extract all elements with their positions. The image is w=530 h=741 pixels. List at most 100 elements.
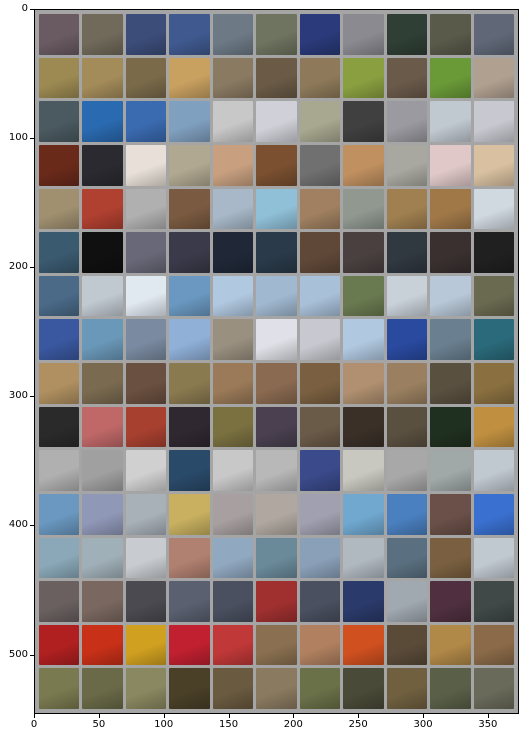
- image-tile-plane: [82, 101, 123, 142]
- image-tile-deer: [473, 275, 514, 317]
- image-tile-frog: [430, 363, 471, 404]
- image-tile-frog: [386, 406, 428, 448]
- image-tile-plane: [125, 232, 167, 273]
- image-tile-deer: [125, 450, 167, 491]
- image-tile-bird: [473, 493, 514, 535]
- image-tile-deer: [386, 363, 428, 404]
- image-tile-plane: [473, 450, 514, 491]
- y-tick-mark: [30, 525, 34, 527]
- image-tile-horse: [386, 624, 428, 666]
- image-tile-car: [39, 232, 80, 273]
- y-tick-label: 200: [8, 261, 28, 273]
- image-tile-car: [299, 624, 341, 666]
- image-tile-truck: [212, 581, 254, 622]
- image-tile-ostrich: [39, 668, 80, 709]
- image-tile-cat: [82, 232, 123, 273]
- image-tile-horse: [39, 493, 80, 535]
- image-tile-dog: [256, 144, 297, 186]
- image-tile-horse: [125, 144, 167, 186]
- image-tile-frog: [82, 363, 123, 404]
- image-tile-frog: [343, 57, 384, 99]
- image-tile-truck: [473, 581, 514, 622]
- image-tile-car: [39, 624, 80, 666]
- image-tile-deer: [299, 668, 341, 709]
- image-tile-plane: [299, 275, 341, 317]
- image-tile-bird: [39, 101, 80, 142]
- image-tile-car: [82, 624, 123, 666]
- x-tick-label: 300: [413, 719, 433, 730]
- x-tick-mark: [34, 714, 35, 718]
- image-tile-plane: [256, 188, 297, 230]
- image-tile-truck: [39, 319, 80, 360]
- image-tile-car: [299, 581, 341, 622]
- image-tile-truck: [430, 101, 471, 142]
- image-tile-bird: [386, 14, 428, 55]
- image-tile-cat: [256, 493, 297, 535]
- image-tile-cat: [256, 232, 297, 273]
- image-tile-car: [299, 101, 341, 142]
- image-tile-car: [343, 101, 384, 142]
- image-tile-bird: [169, 275, 210, 317]
- image-tile-truck: [169, 581, 210, 622]
- image-tile-frog: [39, 363, 80, 404]
- image-tile-dog: [299, 493, 341, 535]
- image-tile-ostrich: [125, 188, 167, 230]
- image-tile-deer: [299, 57, 341, 99]
- image-tile-truck: [343, 537, 384, 579]
- image-tile-deer: [82, 668, 123, 709]
- image-tile-deer: [256, 363, 297, 404]
- image-tile-plane: [169, 319, 210, 360]
- image-tile-bird: [386, 668, 428, 709]
- image-tile-dog: [169, 144, 210, 186]
- image-tile-cars: [256, 14, 297, 55]
- x-tick-mark: [423, 714, 425, 718]
- image-tile-car: [169, 624, 210, 666]
- image-tile-ship: [386, 537, 428, 579]
- image-tile-bird: [386, 188, 428, 230]
- image-tile-frog: [212, 406, 254, 448]
- x-tick-mark: [163, 714, 165, 718]
- image-tile-dog: [82, 144, 123, 186]
- image-tile-ship: [430, 450, 471, 491]
- image-tile-cat: [386, 57, 428, 99]
- image-tile-car: [256, 450, 297, 491]
- image-tile-cat: [473, 232, 514, 273]
- x-tick-mark: [98, 714, 100, 718]
- image-tile-dog: [430, 144, 471, 186]
- image-tile-truck: [473, 14, 514, 55]
- image-tile-plane: [212, 275, 254, 317]
- image-tile-dog: [430, 188, 471, 230]
- image-tile-cars: [125, 14, 167, 55]
- image-tile-frog: [299, 363, 341, 404]
- image-tile-deer: [212, 668, 254, 709]
- image-tile-deer: [343, 363, 384, 404]
- image-tile-frog: [430, 57, 471, 99]
- image-tile-horse: [256, 57, 297, 99]
- x-tick-mark: [228, 714, 230, 718]
- x-tick-mark: [293, 714, 295, 718]
- image-tile-truck: [343, 581, 384, 622]
- image-tile-plane: [82, 450, 123, 491]
- y-tick-label: 0: [21, 3, 28, 14]
- image-tile-deer: [125, 363, 167, 404]
- image-tile-bird: [343, 188, 384, 230]
- image-tile-cat: [39, 406, 80, 448]
- x-tick-label: 150: [218, 719, 239, 730]
- x-tick-mark: [358, 714, 360, 718]
- image-tile-frog: [39, 57, 80, 99]
- image-tile-bird: [212, 188, 254, 230]
- image-tile-horse: [343, 232, 384, 273]
- image-tile-plane: [430, 624, 471, 666]
- image-tile-car: [430, 14, 471, 55]
- image-tile-bird: [299, 188, 341, 230]
- image-tile-cat: [430, 493, 471, 535]
- image-tile-cat: [212, 232, 254, 273]
- image-tile-plane: [39, 450, 80, 491]
- image-tile-horse: [212, 57, 254, 99]
- image-tile-ostrich: [299, 232, 341, 273]
- image-tile-bird: [39, 188, 80, 230]
- image-tile-truck: [473, 319, 514, 360]
- image-tile-car: [386, 101, 428, 142]
- image-tile-truck: [299, 319, 341, 360]
